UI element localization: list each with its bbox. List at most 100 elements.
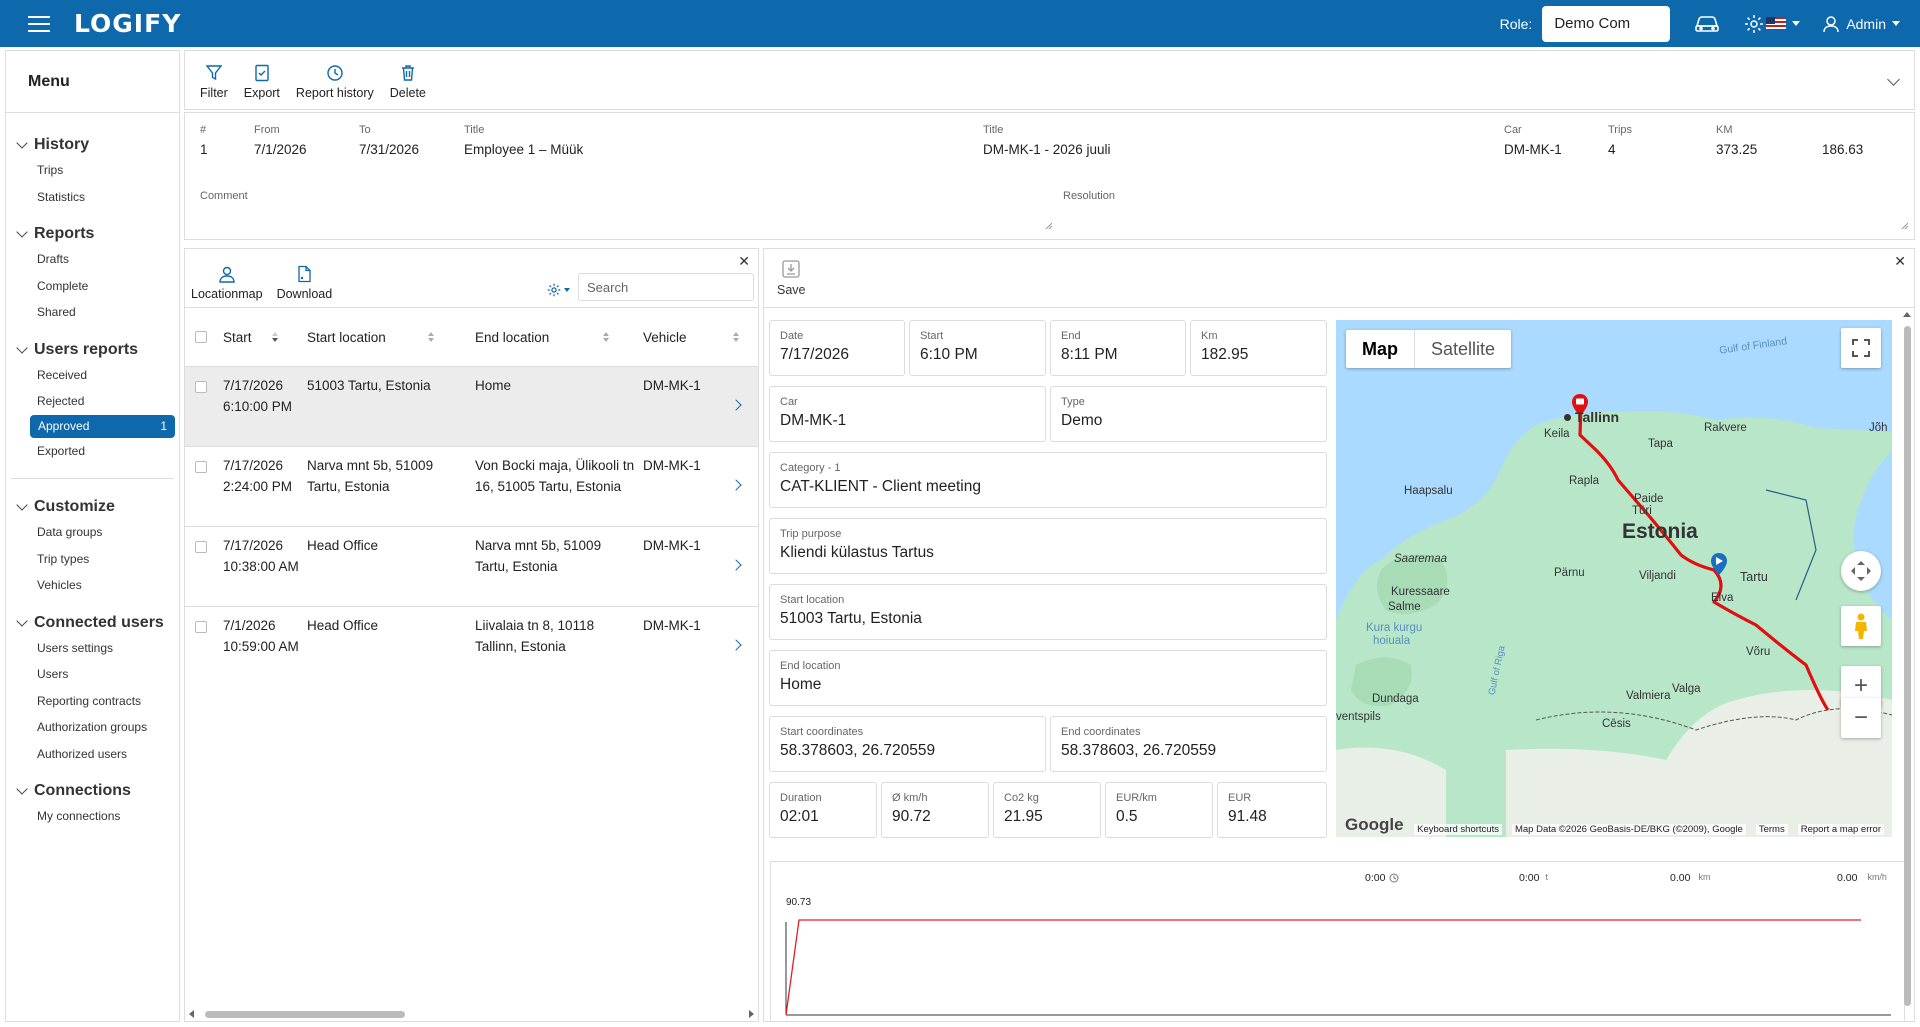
column-vehicle[interactable]: Vehicle [643, 330, 739, 345]
report-map-error-link[interactable]: Report a map error [1797, 823, 1884, 835]
chevron-right-icon[interactable] [730, 399, 742, 411]
locationmap-button[interactable]: Locationmap [191, 265, 263, 301]
sidebar-item-vehicles[interactable]: Vehicles [37, 578, 82, 593]
menu-section-header[interactable]: Connections [6, 779, 179, 803]
row-checkbox[interactable] [195, 621, 207, 633]
table-row[interactable]: 7/17/2026 2:24:00 PM Narva mnt 5b, 51009… [185, 447, 758, 527]
hamburger-menu-icon[interactable] [28, 15, 50, 32]
delete-button[interactable]: Delete [390, 64, 426, 100]
menu-section-header[interactable]: Customize [6, 495, 179, 519]
eur-per-km-field[interactable]: EUR/km 0.5 [1105, 782, 1213, 838]
comment-textarea[interactable] [195, 207, 1055, 232]
sidebar-item-rejected[interactable]: Rejected [37, 394, 85, 409]
select-all-checkbox[interactable] [195, 331, 207, 343]
start-marker-icon[interactable] [1571, 393, 1589, 417]
street-view-pegman-icon[interactable] [1841, 606, 1881, 646]
menu-section-header[interactable]: Users reports [6, 338, 179, 362]
sidebar-item-exported[interactable]: Exported [37, 443, 86, 458]
trip-list-panel: Locationmap Download ✕ Start Start locat… [184, 248, 759, 1022]
menu-section-header[interactable]: Reports [6, 222, 179, 246]
column-start[interactable]: Start [223, 330, 278, 345]
column-start-location[interactable]: Start location [307, 330, 434, 345]
sidebar-item-data-groups[interactable]: Data groups [37, 525, 103, 540]
start-time-field[interactable]: Start 6:10 PM [909, 320, 1046, 376]
report-title-2: Title DM-MK-1 - 2026 juuli [983, 124, 1111, 157]
horizontal-scrollbar[interactable] [185, 1007, 758, 1021]
terms-link[interactable]: Terms [1755, 823, 1788, 835]
column-end-location[interactable]: End location [475, 330, 610, 345]
duration-field[interactable]: Duration 02:01 [769, 782, 877, 838]
end-location-field[interactable]: End location Home [769, 650, 1327, 706]
search-input[interactable] [578, 273, 754, 301]
sidebar-item-received[interactable]: Received [37, 367, 88, 382]
trip-purpose-field[interactable]: Trip purpose Kliendi külastus Tartus [769, 518, 1327, 574]
sidebar-item-statistics[interactable]: Statistics [37, 189, 86, 204]
app-logo[interactable]: LOGIFY [74, 9, 182, 38]
map-pan-control-icon[interactable] [1841, 551, 1881, 591]
category-field[interactable]: Category - 1 CAT-KLIENT - Client meeting [769, 452, 1327, 508]
sidebar-item-reporting-contracts[interactable]: Reporting contracts [37, 693, 142, 708]
eur-field[interactable]: EUR 91.48 [1217, 782, 1327, 838]
sidebar-item-complete[interactable]: Complete [37, 278, 89, 293]
row-checkbox[interactable] [195, 461, 207, 473]
map-tab-map[interactable]: Map [1346, 330, 1415, 368]
resolution-textarea[interactable] [1051, 207, 1911, 232]
fullscreen-icon[interactable] [1841, 328, 1881, 368]
menu-section-header[interactable]: History [6, 133, 179, 157]
avg-speed-field[interactable]: Ø km/h 90.72 [881, 782, 989, 838]
stat-duration: 0:00 t [1519, 872, 1548, 884]
save-button[interactable]: Save [777, 259, 806, 297]
table-row[interactable]: 7/1/2026 10:59:00 AM Head Office Liivala… [185, 607, 758, 687]
zoom-out-icon[interactable]: − [1841, 698, 1881, 738]
export-button[interactable]: Export [244, 64, 280, 100]
user-menu[interactable]: Admin [1822, 15, 1900, 33]
sidebar-item-trips[interactable]: Trips [37, 163, 64, 178]
close-list-icon[interactable]: ✕ [738, 253, 750, 269]
sidebar-item-users[interactable]: Users [37, 667, 69, 682]
role-select[interactable]: Demo Com [1542, 5, 1671, 42]
top-bar: LOGIFY Role: Demo Com Admin [0, 0, 1920, 47]
column-settings-button[interactable] [547, 283, 570, 297]
map-label: Valga [1672, 683, 1701, 695]
end-marker-icon[interactable] [1710, 552, 1728, 576]
co2-field[interactable]: Co2 kg 21.95 [993, 782, 1101, 838]
settings-language-menu[interactable] [1744, 14, 1801, 34]
type-field[interactable]: Type Demo [1050, 386, 1327, 442]
row-checkbox[interactable] [195, 541, 207, 553]
sidebar-item-users-settings[interactable]: Users settings [37, 640, 114, 655]
trip-vehicle: DM-MK-1 [643, 458, 701, 473]
end-time-field[interactable]: End 8:11 PM [1050, 320, 1186, 376]
sidebar-item-authorized-users[interactable]: Authorized users [37, 746, 128, 761]
car-icon[interactable] [1694, 14, 1720, 34]
keyboard-shortcuts-link[interactable]: Keyboard shortcuts [1414, 823, 1502, 835]
km-field[interactable]: Km 182.95 [1190, 320, 1327, 376]
download-button[interactable]: Download [277, 265, 332, 301]
sidebar-item-drafts[interactable]: Drafts [37, 252, 70, 267]
close-detail-icon[interactable]: ✕ [1894, 253, 1906, 269]
vertical-scrollbar[interactable] [1900, 308, 1914, 1021]
trip-detail-panel: Save ✕ Date 7/17/2026 Start 6:10 PM End 8:1… [763, 248, 1915, 1022]
filter-button[interactable]: Filter [200, 64, 228, 100]
date-field[interactable]: Date 7/17/2026 [769, 320, 905, 376]
chevron-right-icon[interactable] [730, 479, 742, 491]
row-checkbox[interactable] [195, 381, 207, 393]
route-map[interactable]: Map Satellite + − Gulf of Finland Tallin… [1336, 320, 1892, 837]
start-location-field[interactable]: Start location 51003 Tartu, Estonia [769, 584, 1327, 640]
menu-section-header[interactable]: Connected users [6, 611, 179, 635]
collapse-chevron-icon[interactable] [1887, 73, 1900, 86]
sidebar-item-my-connections[interactable]: My connections [37, 809, 121, 824]
chevron-right-icon[interactable] [730, 639, 742, 651]
end-coordinates-field[interactable]: End coordinates 58.378603, 26.720559 [1050, 716, 1327, 772]
chevron-right-icon[interactable] [730, 559, 742, 571]
report-history-button[interactable]: Report history [296, 64, 374, 100]
start-coordinates-field[interactable]: Start coordinates 58.378603, 26.720559 [769, 716, 1046, 772]
sidebar-item-authorization-groups[interactable]: Authorization groups [37, 720, 148, 735]
sidebar-item-trip-types[interactable]: Trip types [37, 551, 90, 566]
filter-icon [205, 65, 223, 81]
car-field[interactable]: Car DM-MK-1 [769, 386, 1046, 442]
table-row[interactable]: 7/17/2026 6:10:00 PM 51003 Tartu, Estoni… [185, 367, 758, 447]
sidebar-item-approved[interactable]: Approved 1 [30, 414, 175, 438]
sidebar-item-shared[interactable]: Shared [37, 305, 76, 320]
map-tab-satellite[interactable]: Satellite [1431, 338, 1496, 359]
table-row[interactable]: 7/17/2026 10:38:00 AM Head Office Narva … [185, 527, 758, 607]
